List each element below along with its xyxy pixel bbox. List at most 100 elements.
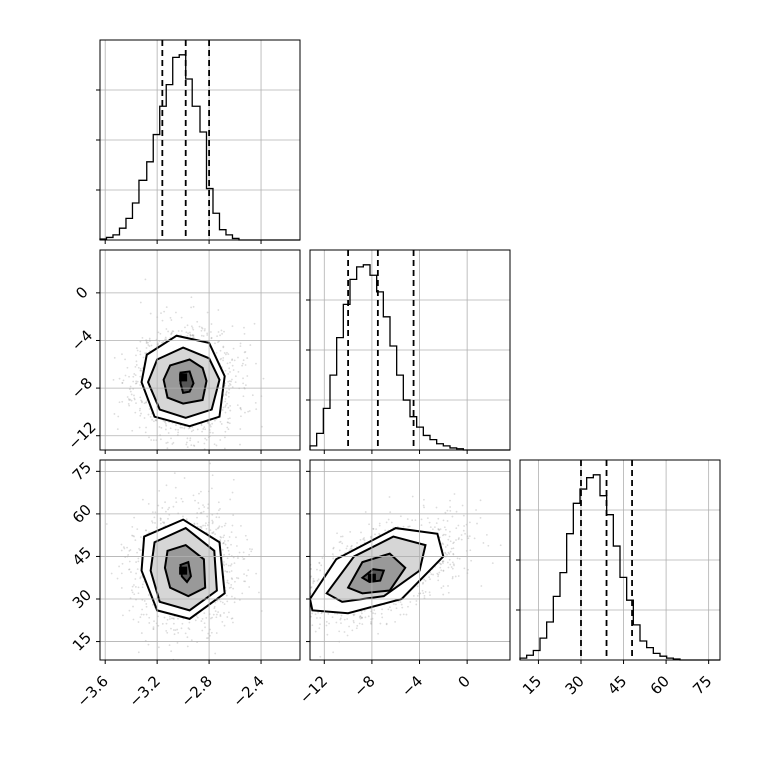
sample-point (190, 444, 193, 447)
sample-point (235, 536, 237, 539)
sample-point (165, 484, 168, 487)
sample-point (157, 504, 160, 507)
sample-point (141, 583, 144, 586)
sample-point (224, 436, 226, 439)
sample-point (217, 611, 220, 613)
sample-point (188, 621, 191, 624)
sample-point (374, 612, 377, 615)
sample-point (444, 533, 447, 536)
sample-point (212, 431, 214, 434)
sample-point (297, 580, 299, 582)
sample-point (453, 564, 455, 567)
sample-point (166, 631, 169, 634)
sample-point (227, 353, 230, 355)
sample-point (147, 341, 149, 344)
sample-point (139, 369, 142, 372)
sample-point (206, 334, 209, 336)
sample-point (172, 622, 175, 625)
sample-point (161, 521, 164, 524)
sample-point (439, 566, 442, 569)
axes-frame (99, 459, 301, 661)
sample-point (134, 411, 137, 414)
sample-point (370, 622, 372, 625)
sample-point (390, 609, 393, 612)
density-contour (346, 552, 407, 595)
sample-point (169, 316, 172, 319)
sample-point (369, 536, 372, 538)
sample-point (221, 548, 224, 551)
sample-point (345, 547, 348, 550)
sample-point (166, 618, 169, 621)
sample-point (301, 621, 303, 623)
sample-point (463, 567, 466, 570)
sample-point (186, 636, 189, 639)
sample-point (139, 353, 142, 356)
sample-point (196, 665, 198, 667)
sample-point (237, 557, 239, 560)
sample-point (319, 569, 322, 572)
sample-point (303, 609, 305, 611)
sample-point (221, 620, 224, 623)
sample-point (219, 615, 222, 618)
sample-point (290, 628, 292, 630)
sample-point (183, 427, 186, 430)
sample-point (295, 591, 297, 593)
sample-point (350, 544, 353, 547)
sample-point (402, 525, 405, 528)
sample-point (210, 336, 213, 339)
sample-point (204, 428, 207, 431)
sample-point (203, 612, 206, 615)
sample-point (131, 525, 134, 528)
sample-point (164, 423, 167, 425)
sample-point (175, 501, 178, 504)
sample-point (446, 520, 449, 522)
sample-point (200, 326, 203, 329)
sample-point (205, 616, 208, 619)
sample-point (204, 524, 207, 527)
sample-point (188, 628, 191, 631)
sample-point (202, 335, 205, 337)
sample-point (377, 632, 379, 635)
sample-point (223, 553, 225, 556)
sample-point (327, 613, 330, 615)
sample-point (433, 526, 436, 529)
sample-point (139, 301, 142, 304)
sample-point (206, 311, 209, 314)
sample-point (180, 497, 183, 500)
sample-point (288, 580, 290, 582)
sample-point (462, 529, 465, 532)
sample-point (216, 335, 219, 338)
sample-point (231, 617, 234, 620)
sample-point (352, 613, 355, 616)
sample-point (192, 444, 195, 447)
sample-point (207, 421, 210, 423)
sample-point (248, 410, 251, 412)
sample-point (469, 549, 472, 552)
plot-area (288, 493, 502, 658)
sample-point (142, 356, 145, 359)
sample-point (464, 532, 466, 535)
sample-point (218, 516, 221, 519)
sample-point (405, 613, 408, 616)
sample-point (239, 406, 242, 409)
sample-point (189, 439, 192, 442)
sample-point (226, 570, 229, 573)
sample-point (165, 328, 168, 330)
sample-point (184, 632, 187, 635)
sample-point (202, 465, 204, 467)
sample-point (144, 352, 147, 355)
sample-point (242, 362, 244, 365)
sample-point (222, 542, 225, 544)
sample-point (457, 524, 460, 527)
sample-point (217, 526, 220, 529)
sample-point (223, 447, 226, 450)
sample-point (228, 536, 231, 538)
sample-point (129, 385, 132, 388)
sample-point (143, 600, 146, 602)
sample-point (331, 616, 334, 619)
sample-point (162, 341, 165, 343)
x-tick-label: −2.4 (229, 672, 267, 710)
sample-point (196, 525, 199, 528)
sample-point (411, 495, 414, 498)
sample-point (453, 493, 456, 495)
